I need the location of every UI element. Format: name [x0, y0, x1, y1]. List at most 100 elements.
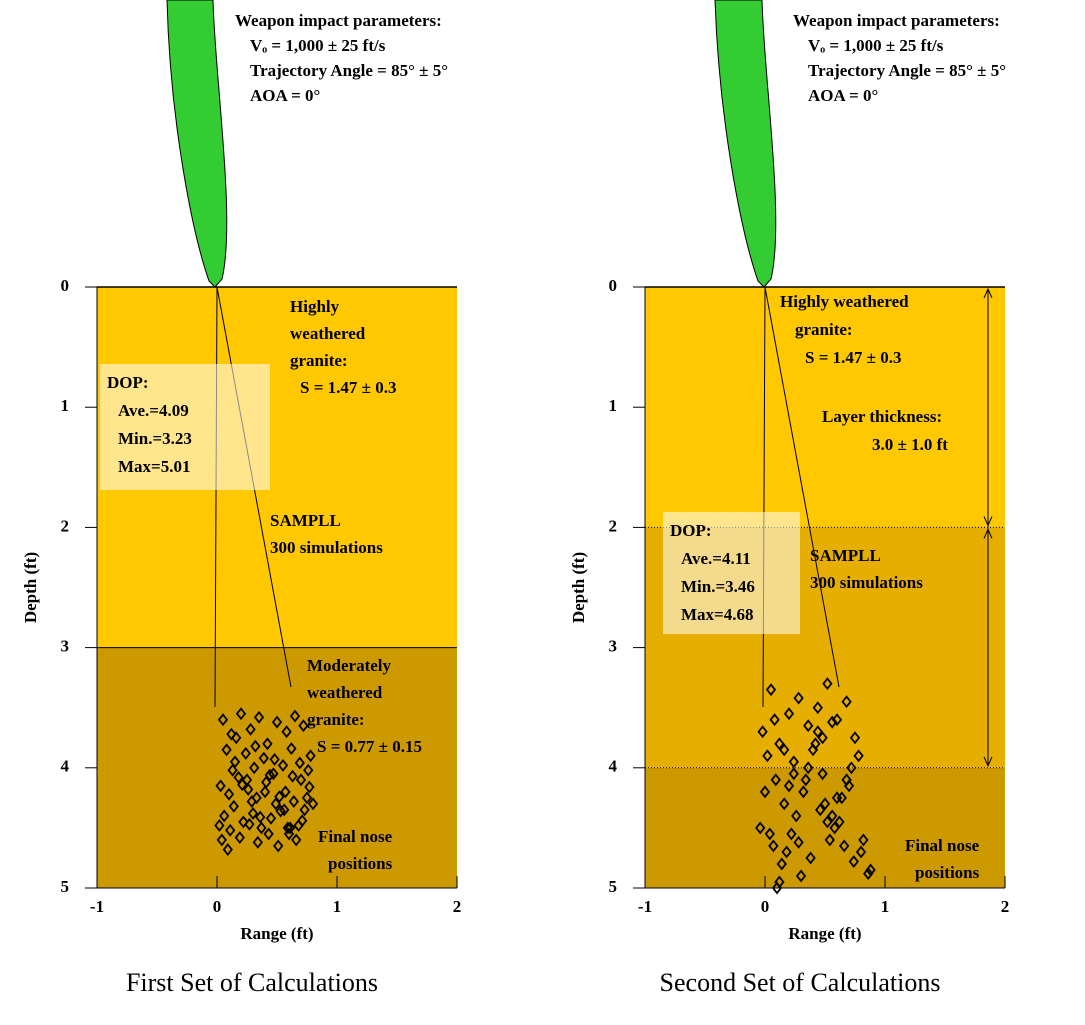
annotation: Weapon impact parameters: — [793, 11, 1000, 30]
arrow-head — [983, 528, 993, 539]
y-tick-label: 3 — [609, 637, 618, 656]
y-axis-label: Depth (ft) — [569, 552, 588, 623]
data-point — [219, 809, 230, 823]
data-point — [803, 719, 814, 733]
annotation: weathered — [307, 683, 383, 702]
data-point — [285, 821, 296, 835]
data-point — [788, 755, 799, 769]
data-point — [238, 815, 249, 829]
data-point — [240, 746, 251, 760]
data-point — [303, 763, 314, 777]
data-point — [289, 709, 301, 723]
x-tick-label: 0 — [213, 897, 222, 916]
projectile — [166, 0, 228, 288]
data-point — [781, 845, 792, 859]
data-point — [235, 707, 247, 721]
data-point — [226, 727, 237, 741]
data-point — [791, 809, 802, 823]
data-point — [853, 749, 864, 763]
annotation: Trajectory Angle = 85° ± 5° — [808, 61, 1006, 80]
data-point — [815, 803, 826, 817]
annotation: Layer thickness: — [822, 407, 942, 426]
x-tick-label: -1 — [90, 897, 104, 916]
data-point — [759, 785, 771, 799]
y-tick-label: 1 — [61, 396, 70, 415]
dop-text: Max=4.68 — [681, 605, 753, 624]
data-point — [214, 819, 225, 832]
data-point — [757, 725, 768, 739]
annotation: AOA = 0° — [808, 86, 878, 105]
data-point — [764, 827, 775, 841]
data-point — [265, 811, 277, 825]
data-point — [233, 770, 244, 784]
data-point — [822, 815, 833, 829]
x-tick-label: 0 — [761, 897, 770, 916]
y-tick-label: 1 — [609, 396, 618, 415]
data-point — [848, 855, 859, 868]
data-point — [287, 769, 298, 783]
data-point — [805, 851, 816, 865]
data-point — [788, 767, 799, 781]
data-point — [223, 787, 235, 801]
data-point — [769, 713, 780, 727]
annotation: SAMPLL — [270, 511, 341, 530]
data-point — [243, 782, 254, 796]
dop-text: DOP: — [670, 521, 712, 540]
data-point — [280, 785, 291, 799]
data-point — [234, 831, 245, 844]
soil-layer — [645, 287, 1005, 528]
data-point — [817, 731, 828, 745]
annotation: S = 1.47 ± 0.3 — [300, 378, 396, 397]
annotation: Final nose — [318, 827, 393, 846]
data-point — [263, 827, 274, 841]
data-point — [793, 835, 804, 849]
x-tick-label: 1 — [333, 897, 342, 916]
data-point — [249, 761, 260, 775]
data-point — [217, 713, 229, 727]
x-tick-label: 2 — [1001, 897, 1010, 916]
data-point — [255, 810, 266, 824]
data-point — [765, 683, 777, 697]
data-point — [279, 803, 290, 817]
data-point — [841, 695, 852, 709]
soil-layer — [645, 767, 1005, 888]
data-point — [783, 707, 795, 721]
data-point — [286, 742, 297, 756]
data-point — [221, 743, 232, 757]
data-point — [304, 780, 315, 794]
data-point — [273, 839, 284, 853]
dop-text: Max=5.01 — [118, 457, 190, 476]
data-point — [795, 869, 807, 883]
data-point — [834, 815, 845, 829]
y-tick-label: 5 — [61, 877, 70, 896]
data-point — [839, 839, 850, 853]
data-point — [800, 773, 811, 787]
data-point — [770, 773, 781, 787]
annotation: SAMPLL — [810, 546, 881, 565]
data-point — [817, 767, 828, 781]
data-point — [812, 725, 823, 739]
data-point — [827, 715, 838, 729]
dop-box — [100, 364, 270, 490]
data-point — [264, 768, 275, 782]
x-tick-label: -1 — [638, 897, 652, 916]
annotation: S = 1.47 ± 0.3 — [805, 348, 901, 367]
data-point — [301, 791, 313, 805]
data-point — [841, 773, 852, 787]
data-point — [786, 827, 797, 841]
annotation: Moderately — [307, 656, 392, 675]
data-point — [824, 833, 835, 847]
data-point — [774, 737, 785, 751]
data-point — [307, 797, 319, 811]
annotation: Highly — [290, 297, 340, 316]
data-point — [829, 821, 840, 835]
annotation: Weapon impact parameters: — [235, 11, 442, 30]
x-axis-label: Range (ft) — [240, 924, 313, 943]
data-point — [244, 817, 255, 831]
data-point — [270, 797, 281, 811]
data-point — [779, 743, 790, 757]
plot: 0 1 2 3 4 5 -1 0 1 2 Range (ft) Depth (ft) Second Se… — [569, 11, 1009, 997]
data-point — [271, 715, 283, 729]
annotation: Vₒ = 1,000 ± 25 ft/s — [250, 36, 386, 55]
